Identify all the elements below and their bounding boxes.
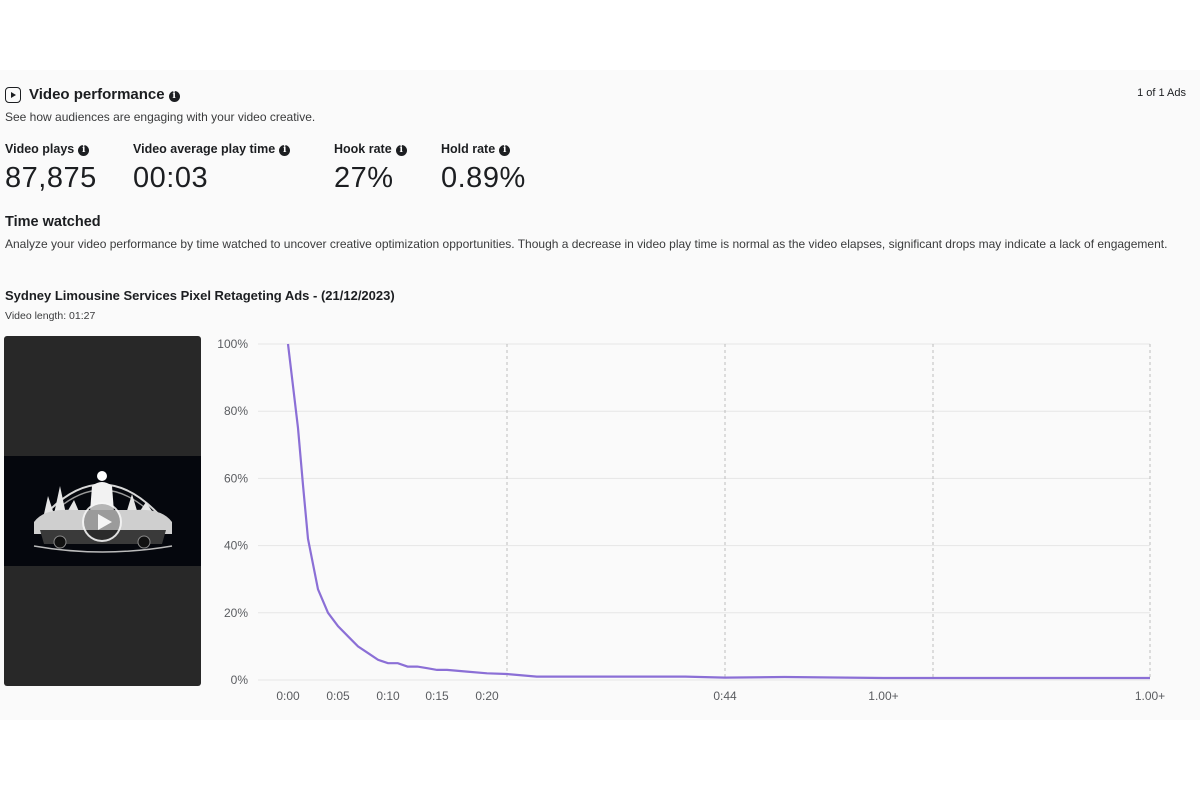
info-icon[interactable]: i bbox=[78, 144, 90, 156]
section-title: Time watched bbox=[5, 214, 101, 230]
metric-hook-rate: Hook rate i 27% bbox=[334, 142, 407, 195]
metric-value: 27% bbox=[334, 162, 394, 194]
panel-header: Video performance i bbox=[5, 86, 180, 103]
y-axis: 100% 80% 60% 40% 20% 0% bbox=[217, 337, 248, 687]
time-watched-chart: 100%80%60%40%20%0% 0:00 0:05 0:10 0:15 0:20 0… bbox=[217, 337, 1165, 703]
y-tick-label: 0% bbox=[231, 673, 249, 687]
page-subtitle: See how audiences are engaging with your… bbox=[5, 110, 316, 124]
video-length: Video length: 01:27 bbox=[5, 310, 96, 322]
metric-label-text: Video average play time bbox=[133, 142, 276, 156]
y-tick-label: 100% bbox=[217, 337, 248, 351]
metric-hold-rate: Hold rate i 0.89% bbox=[441, 142, 526, 195]
x-tick-label: 1.00+ bbox=[1135, 689, 1165, 703]
info-icon[interactable]: i bbox=[279, 144, 291, 156]
x-axis: 0:00 0:05 0:10 0:15 0:20 0:44 1.00+ 1.00+ bbox=[276, 689, 1165, 703]
metric-value: 00:03 bbox=[133, 162, 209, 194]
video-play-icon bbox=[5, 86, 21, 103]
x-tick-label: 0:10 bbox=[376, 689, 400, 703]
x-tick-label: 1.00+ bbox=[868, 689, 898, 703]
metric-label-text: Hold rate bbox=[441, 142, 496, 156]
y-tick-label: 40% bbox=[224, 539, 248, 553]
chart-grid bbox=[258, 343, 1151, 681]
x-tick-label: 0:00 bbox=[276, 689, 300, 703]
y-tick-label: 20% bbox=[224, 606, 248, 620]
ad-name: Sydney Limousine Services Pixel Retageti… bbox=[5, 288, 395, 303]
metric-label-text: Video plays bbox=[5, 142, 75, 156]
page-title-text: Video performance bbox=[29, 86, 165, 103]
page-title: Video performance i bbox=[29, 86, 180, 103]
video-thumbnail[interactable] bbox=[4, 336, 201, 686]
metric-label: Video average play time i bbox=[133, 142, 291, 156]
info-icon[interactable]: i bbox=[395, 144, 407, 156]
metric-video-plays: Video plays i 87,875 bbox=[5, 142, 97, 195]
section-description: Analyze your video performance by time w… bbox=[5, 237, 1168, 251]
play-button[interactable] bbox=[82, 502, 122, 542]
retention-line bbox=[286, 343, 1150, 680]
x-tick-label: 0:44 bbox=[713, 689, 737, 703]
metric-label: Hold rate i bbox=[441, 142, 526, 156]
x-tick-label: 0:20 bbox=[475, 689, 499, 703]
info-icon[interactable]: i bbox=[499, 144, 511, 156]
x-tick-label: 0:15 bbox=[425, 689, 449, 703]
metric-value: 0.89% bbox=[441, 162, 526, 194]
metric-value: 87,875 bbox=[5, 162, 97, 194]
metric-label-text: Hook rate bbox=[334, 142, 392, 156]
metric-label: Video plays i bbox=[5, 142, 97, 156]
metric-label: Hook rate i bbox=[334, 142, 407, 156]
info-icon[interactable]: i bbox=[168, 90, 180, 102]
y-tick-label: 80% bbox=[224, 404, 248, 418]
y-tick-label: 60% bbox=[224, 471, 248, 485]
metric-average-play-time: Video average play time i 00:03 bbox=[133, 142, 291, 195]
ad-counter: 1 of 1 Ads bbox=[1137, 87, 1186, 99]
x-tick-label: 0:05 bbox=[326, 689, 350, 703]
